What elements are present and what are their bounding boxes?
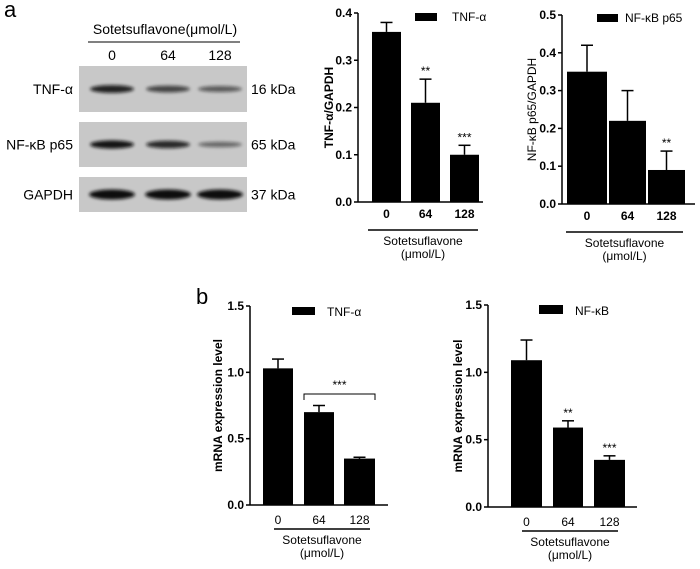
x-axis-label: Sotetsuflavone xyxy=(585,236,665,250)
blot-band xyxy=(146,85,190,93)
legend-swatch xyxy=(292,307,315,315)
bar-chart: 0.0 0.5 1.0 1.5 mRNA expression level 0 64 ** 12… xyxy=(451,298,637,562)
blot-band xyxy=(146,140,190,149)
bar xyxy=(450,154,479,202)
x-tick-label: 0 xyxy=(523,515,530,529)
bar xyxy=(609,120,646,204)
y-tick-label: 0.1 xyxy=(335,148,352,162)
legend-swatch xyxy=(539,305,563,314)
y-tick-label: 0.4 xyxy=(335,6,352,20)
y-tick-label: 0.2 xyxy=(539,121,556,135)
y-axis-label: mRNA expression level xyxy=(451,340,465,473)
bar-chart: 0.0 0.1 0.2 0.3 0.4 TNF-α/GAPDH 0 64 ** 128 *** Sot… xyxy=(322,6,486,261)
x-axis-label: (μmol/L) xyxy=(401,247,445,261)
y-tick-label: 1.5 xyxy=(227,299,244,313)
x-tick-label: 64 xyxy=(621,209,635,223)
x-tick-label: 64 xyxy=(419,207,433,221)
bar xyxy=(553,427,583,507)
x-axis-label: (μmol/L) xyxy=(548,548,592,562)
x-axis-label: (μmol/L) xyxy=(602,249,646,263)
blot-size-label: 65 kDa xyxy=(251,137,296,153)
y-tick-label: 0.2 xyxy=(335,101,352,115)
significance-bracket xyxy=(303,393,376,400)
blot-row-label: NF-κB p65 xyxy=(6,137,73,153)
y-tick-label: 0.4 xyxy=(539,46,556,60)
y-tick-label: 1.5 xyxy=(465,298,482,312)
blot-size-label: 16 kDa xyxy=(251,81,296,97)
bar xyxy=(411,102,440,202)
legend-label: TNF-α xyxy=(452,10,486,24)
panel-label-b: b xyxy=(196,284,208,309)
legend-swatch xyxy=(597,14,618,22)
blot-size-label: 37 kDa xyxy=(251,187,296,203)
blot-row-label: GAPDH xyxy=(23,187,73,203)
legend-label: NF-κB xyxy=(575,304,609,318)
blot-band xyxy=(198,141,242,148)
y-tick-label: 0.5 xyxy=(539,8,556,22)
bar xyxy=(344,458,375,505)
significance-marker: ** xyxy=(421,64,431,78)
x-axis-label: Sotetsuflavone xyxy=(530,535,610,549)
y-tick-label: 1.0 xyxy=(465,365,482,379)
x-tick-label: 0 xyxy=(275,513,282,527)
lane-label: 0 xyxy=(108,47,116,63)
significance-marker: *** xyxy=(332,378,346,392)
blot-band xyxy=(89,189,135,200)
blot-band xyxy=(198,86,242,92)
bar xyxy=(372,31,401,203)
legend-label: NF-κB p65 xyxy=(625,11,683,25)
bar-chart: 0.0 0.5 1.0 1.5 mRNA expression level 0 64 128 *… xyxy=(211,299,388,560)
bar xyxy=(648,169,685,204)
blot-row-label: TNF-α xyxy=(33,81,73,97)
legend-label: TNF-α xyxy=(327,305,361,319)
significance-marker: ** xyxy=(662,136,672,150)
y-tick-label: 0.1 xyxy=(539,159,556,173)
x-axis-label: Sotetsuflavone xyxy=(383,234,463,248)
bar xyxy=(304,412,334,505)
blot-band xyxy=(197,189,243,200)
x-tick-label: 128 xyxy=(349,513,369,527)
bar xyxy=(594,459,625,507)
x-tick-label: 64 xyxy=(561,515,575,529)
significance-marker: *** xyxy=(602,441,616,455)
bar xyxy=(263,368,293,505)
x-tick-label: 64 xyxy=(312,513,326,527)
y-tick-label: 0.0 xyxy=(465,500,482,514)
x-tick-label: 128 xyxy=(656,209,676,223)
western-blot: Sotetsuflavone(μmol/L) 0 64 128 TNF-α 16 … xyxy=(6,21,296,212)
blot-title: Sotetsuflavone(μmol/L) xyxy=(93,21,237,37)
blot-band xyxy=(90,85,134,93)
bar-chart: 0.0 0.1 0.2 0.3 0.4 0.5 NF-κB p65/GAPDH 0 64 128 *… xyxy=(525,8,695,263)
legend-swatch xyxy=(415,13,437,21)
lane-label: 128 xyxy=(208,47,232,63)
y-tick-label: 0.3 xyxy=(539,84,556,98)
blot-band xyxy=(145,189,191,200)
panel-label-a: a xyxy=(4,0,17,22)
x-tick-label: 128 xyxy=(599,515,619,529)
x-tick-label: 128 xyxy=(454,207,474,221)
x-axis-label: Sotetsuflavone xyxy=(282,533,362,547)
blot-band xyxy=(90,140,134,149)
x-axis-label: (μmol/L) xyxy=(300,546,344,560)
y-axis-label: TNF-α/GAPDH xyxy=(322,67,336,148)
y-tick-label: 0.0 xyxy=(335,195,352,209)
y-tick-label: 0.0 xyxy=(227,498,244,512)
lane-label: 64 xyxy=(160,47,176,63)
significance-marker: *** xyxy=(457,130,471,144)
y-tick-label: 1.0 xyxy=(227,365,244,379)
y-axis-label: NF-κB p65/GAPDH xyxy=(525,58,539,161)
y-tick-label: 0.3 xyxy=(335,53,352,67)
y-tick-label: 0.5 xyxy=(227,432,244,446)
x-tick-label: 0 xyxy=(584,209,591,223)
bar xyxy=(567,71,607,204)
y-tick-label: 0.5 xyxy=(465,433,482,447)
y-tick-label: 0.0 xyxy=(539,197,556,211)
significance-marker: ** xyxy=(563,406,573,420)
bar xyxy=(511,360,542,507)
y-axis-label: mRNA expression level xyxy=(211,339,225,472)
x-tick-label: 0 xyxy=(383,207,390,221)
